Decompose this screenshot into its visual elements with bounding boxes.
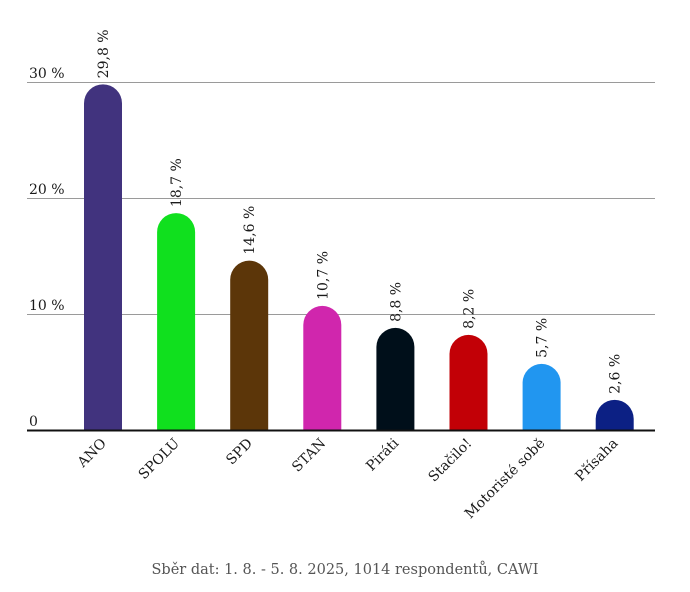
bar <box>303 305 342 430</box>
bar-value-label: 8,8 % <box>388 282 404 322</box>
bar-value-label: 10,7 % <box>315 251 331 300</box>
bar <box>230 260 269 430</box>
x-tick-label: Stačilo! <box>426 436 476 486</box>
x-tick-label: Motoristé sobě <box>462 436 549 523</box>
x-tick-label: SPD <box>223 436 256 469</box>
bar-value-label: 2,6 % <box>608 354 624 394</box>
bar-value-label: 29,8 % <box>96 29 112 78</box>
bar <box>595 399 634 430</box>
y-tick-label: 10 % <box>29 298 65 314</box>
data-source-caption: Sběr dat: 1. 8. - 5. 8. 2025, 1014 respo… <box>151 562 539 578</box>
x-tick-label: STAN <box>289 436 329 476</box>
y-tick-label: 20 % <box>29 182 65 198</box>
x-tick-label: SPOLU <box>136 435 183 482</box>
bar <box>157 213 196 430</box>
value-labels: 29,8 % 18,7 % 14,6 % 10,7 % 8,8 % 8,2 % 5,7 % 2… <box>96 29 624 393</box>
y-tick-label: 0 <box>29 414 38 430</box>
x-tick-label: ANO <box>74 436 110 472</box>
x-tick-label: Piráti <box>363 435 402 474</box>
gridlines <box>27 82 655 315</box>
bar-value-label: 18,7 % <box>169 158 185 207</box>
bar <box>449 334 488 430</box>
bar-value-label: 5,7 % <box>535 318 551 358</box>
x-tick-label: Přísaha <box>572 436 621 485</box>
bars <box>84 84 634 430</box>
x-axis-ticks: ANO SPOLU SPD STAN Piráti Stačilo!Motoristé s… <box>74 435 622 522</box>
y-axis-ticks: 0 10 % 20 % 30 % <box>29 66 65 430</box>
bar-value-label: 8,2 % <box>462 289 478 329</box>
bar <box>376 327 415 430</box>
y-tick-label: 30 % <box>29 66 65 82</box>
bar <box>84 84 122 430</box>
bar-value-label: 14,6 % <box>242 206 258 255</box>
bar <box>522 363 561 430</box>
